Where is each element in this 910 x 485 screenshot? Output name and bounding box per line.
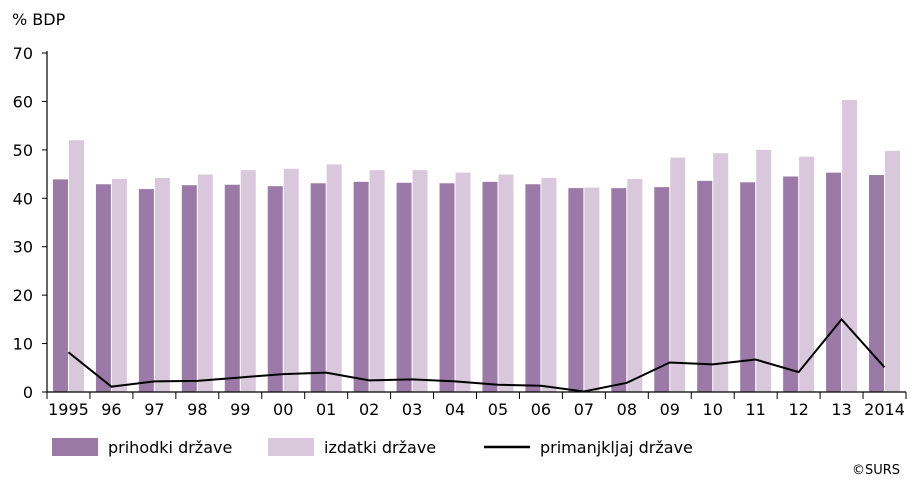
bar-revenue — [568, 188, 584, 392]
axes — [46, 51, 906, 393]
bar-expenditure — [627, 178, 643, 392]
bar-revenue — [439, 183, 455, 392]
x-tick-label: 01 — [316, 400, 336, 419]
y-axis-ticks: 0 10 20 30 40 50 60 70 — [13, 44, 47, 402]
bar-revenue — [310, 183, 326, 392]
bar-revenue — [396, 182, 412, 392]
bars — [52, 99, 901, 393]
bar-expenditure — [154, 177, 170, 392]
legend-label: izdatki države — [324, 438, 436, 457]
bar-revenue — [353, 181, 369, 392]
bar-revenue — [52, 179, 68, 392]
bar-expenditure — [455, 172, 471, 392]
bar-expenditure — [541, 177, 557, 392]
legend-swatch — [52, 438, 98, 456]
y-tick-label: 70 — [13, 44, 33, 63]
bar-expenditure — [68, 140, 84, 392]
x-tick-label: 08 — [617, 400, 637, 419]
x-tick-label: 96 — [101, 400, 121, 419]
x-tick-label: 07 — [574, 400, 594, 419]
y-tick-label: 40 — [13, 189, 33, 208]
bar-expenditure — [670, 157, 686, 392]
legend-swatch — [268, 438, 314, 456]
bar-expenditure — [799, 156, 815, 392]
bar-expenditure — [498, 174, 514, 392]
x-tick-label: 2014 — [864, 400, 905, 419]
bar-revenue — [654, 187, 670, 392]
x-tick-label: 97 — [144, 400, 164, 419]
bar-revenue — [181, 185, 197, 392]
y-tick-label: 50 — [13, 141, 33, 160]
x-tick-label: 00 — [273, 400, 293, 419]
x-tick-label: 02 — [359, 400, 379, 419]
x-tick-label: 09 — [660, 400, 680, 419]
y-tick-label: 10 — [13, 335, 33, 354]
bar-expenditure — [885, 150, 901, 392]
bar-revenue — [783, 176, 799, 392]
legend: prihodki države izdatki države primanjklja… — [52, 438, 693, 457]
legend-label: prihodki države — [108, 438, 232, 457]
x-tick-label: 12 — [788, 400, 808, 419]
x-tick-label: 11 — [745, 400, 765, 419]
bar-revenue — [224, 184, 240, 392]
y-tick-label: 30 — [13, 238, 33, 257]
bar-revenue — [525, 184, 541, 392]
x-tick-label: 06 — [531, 400, 551, 419]
bar-revenue — [869, 175, 885, 392]
bar-expenditure — [584, 187, 600, 392]
x-tick-label: 13 — [831, 400, 851, 419]
bar-expenditure — [326, 164, 342, 392]
bar-expenditure — [197, 174, 213, 392]
bar-revenue — [740, 182, 756, 392]
y-tick-label: 60 — [13, 92, 33, 111]
x-tick-label: 04 — [445, 400, 465, 419]
x-tick-label: 99 — [230, 400, 250, 419]
bar-revenue — [611, 188, 627, 392]
bar-expenditure — [842, 99, 858, 393]
bar-expenditure — [240, 170, 256, 392]
bar-expenditure — [111, 178, 127, 392]
x-tick-label: 03 — [402, 400, 422, 419]
x-tick-label: 1995 — [48, 400, 89, 419]
bar-revenue — [697, 180, 713, 392]
x-tick-label: 98 — [187, 400, 207, 419]
bar-revenue — [826, 172, 842, 392]
y-axis-label: % BDP — [12, 10, 66, 29]
x-tick-label: 10 — [703, 400, 723, 419]
bar-revenue — [482, 181, 498, 392]
bar-expenditure — [283, 168, 299, 392]
bar-revenue — [138, 189, 154, 392]
bar-expenditure — [756, 149, 772, 392]
bar-expenditure — [713, 153, 729, 392]
source-note: ©SURS — [852, 463, 900, 478]
y-tick-label: 20 — [13, 286, 33, 305]
legend-label: primanjkljaj države — [540, 438, 693, 457]
deficit-line-layer — [67, 317, 886, 393]
bar-expenditure — [412, 170, 428, 392]
bar-revenue — [267, 186, 283, 392]
bar-revenue — [95, 184, 111, 392]
deficit-line — [67, 317, 886, 393]
x-tick-label: 05 — [488, 400, 508, 419]
bar-expenditure — [369, 170, 385, 392]
y-tick-label: 0 — [23, 383, 33, 402]
x-axis-ticks: 1995 96 97 98 99 00 01 02 03 04 05 06 07 08 09 10 11 12 13… — [46, 392, 907, 419]
